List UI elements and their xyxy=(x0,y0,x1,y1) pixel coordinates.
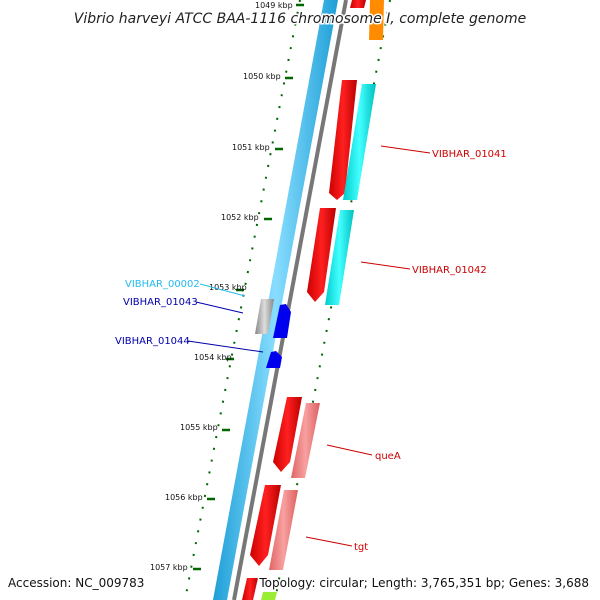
backbone-track xyxy=(213,0,338,600)
label-VIBHAR_01041: VIBHAR_01041 xyxy=(432,149,507,160)
gene-red-top xyxy=(350,0,366,8)
tick-label-1050: 1050 kbp xyxy=(243,72,281,81)
backbone-grey-line xyxy=(232,0,348,600)
gene-VIBHAR_01044 xyxy=(266,351,282,368)
label-tgt: tgt xyxy=(354,542,368,553)
gene-VIBHAR_00002 xyxy=(255,299,274,334)
map-title: Vibrio harveyi ATCC BAA-1116 chromosome … xyxy=(74,11,526,27)
leader-VIBHAR_01044 xyxy=(187,340,264,353)
tick-label-1053: 1053 kbp xyxy=(209,283,247,292)
gene-VIBHAR_01042 xyxy=(307,208,336,302)
gene-queA-partner xyxy=(291,403,320,478)
gene-tgt xyxy=(250,485,281,566)
label-VIBHAR_01043: VIBHAR_01043 xyxy=(123,297,198,308)
label-queA: queA xyxy=(375,451,401,462)
label-VIBHAR_01044: VIBHAR_01044 xyxy=(115,336,190,347)
tick-label-1051: 1051 kbp xyxy=(232,143,270,152)
accession-text: Accession: NC_009783 xyxy=(8,576,144,590)
gene-lime-bottom xyxy=(261,592,277,600)
gene-VIBHAR_01043 xyxy=(273,304,291,338)
orf-cyan-1 xyxy=(343,84,376,200)
label-VIBHAR_00002: VIBHAR_00002 xyxy=(125,279,200,290)
gene-orange-top xyxy=(369,0,384,40)
orf-cyan-2 xyxy=(325,210,354,305)
tick-label-1057: 1057 kbp xyxy=(150,563,188,572)
gene-tgt-partner xyxy=(269,490,298,570)
gene-red-bottom xyxy=(242,578,258,600)
leader-queA xyxy=(326,444,373,456)
gene-VIBHAR_01041 xyxy=(329,80,357,200)
leader-VIBHAR_01041 xyxy=(380,145,431,154)
leader-VIBHAR_01043 xyxy=(195,301,244,314)
leader-tgt xyxy=(305,536,353,547)
tick-label-1054: 1054 kbp xyxy=(194,353,232,362)
leader-VIBHAR_00002 xyxy=(199,283,246,297)
tick-marks xyxy=(193,3,304,571)
gene-queA xyxy=(273,397,302,472)
leader-VIBHAR_01042 xyxy=(360,261,411,270)
summary-text: Topology: circular; Length: 3,765,351 bp… xyxy=(258,576,589,590)
label-VIBHAR_01042: VIBHAR_01042 xyxy=(412,265,487,276)
tick-label-1055: 1055 kbp xyxy=(180,423,218,432)
tick-label-1049: 1049 kbp xyxy=(255,1,293,10)
tick-label-1056: 1056 kbp xyxy=(165,493,203,502)
tick-label-1052: 1052 kbp xyxy=(221,213,259,222)
